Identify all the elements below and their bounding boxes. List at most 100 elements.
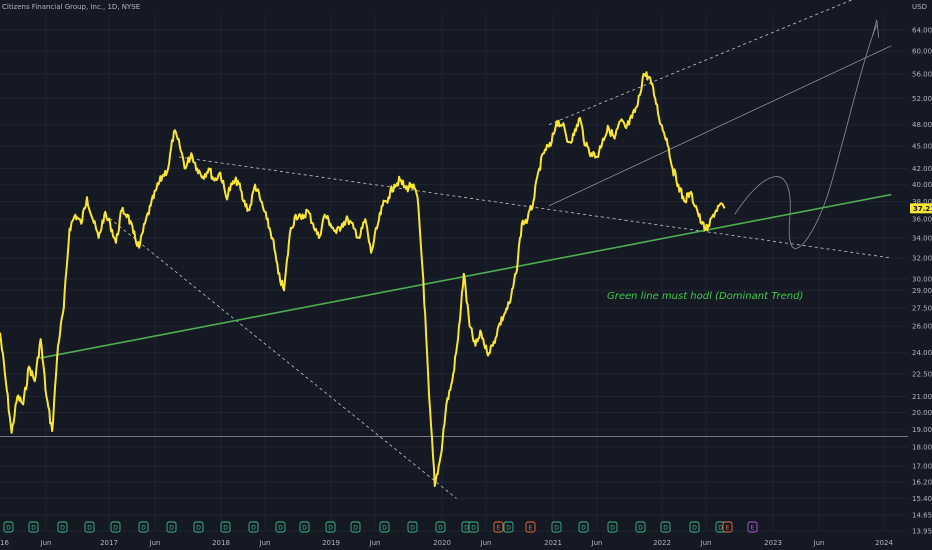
upper-channel-solid bbox=[548, 45, 892, 207]
dividend-marker bbox=[138, 521, 149, 533]
dividend-marker bbox=[28, 521, 39, 533]
event-marker-label: D bbox=[464, 525, 469, 532]
y-tick-label: 27.50 bbox=[912, 304, 932, 312]
y-tick-label: 13.95 bbox=[912, 528, 932, 536]
event-marker-label: D bbox=[141, 525, 146, 532]
grid-layer bbox=[0, 14, 908, 532]
event-marker-label: E bbox=[726, 525, 730, 532]
dividend-marker bbox=[3, 521, 14, 533]
x-tick-label: Jun bbox=[591, 539, 603, 547]
y-tick-label: 21.00 bbox=[912, 393, 932, 401]
event-marker-label: E bbox=[497, 525, 501, 532]
dividend-marker bbox=[220, 521, 231, 533]
y-tick-label: 34.00 bbox=[912, 235, 932, 243]
projection-curve bbox=[734, 24, 878, 249]
event-marker-label: D bbox=[31, 525, 36, 532]
event-marker-label: D bbox=[638, 525, 643, 532]
event-marker-label: D bbox=[554, 525, 559, 532]
price-series-line bbox=[0, 71, 726, 487]
y-tick-label: 42.00 bbox=[912, 165, 932, 173]
event-marker-label: D bbox=[169, 525, 174, 532]
dividend-marker bbox=[660, 521, 671, 533]
y-tick-label: 22.50 bbox=[912, 370, 932, 378]
event-marker-label: D bbox=[6, 525, 11, 532]
x-tick-label: 16 bbox=[0, 539, 9, 547]
x-tick-label: 2021 bbox=[544, 539, 562, 547]
dividend-marker bbox=[248, 521, 259, 533]
y-tick-label: 64.00 bbox=[912, 27, 932, 35]
dividend-marker bbox=[551, 521, 562, 533]
earnings-marker bbox=[493, 521, 504, 533]
axis-layer: 64.00 60.00 56.00 52.00 48.00 45.00 42.00 40.00… bbox=[0, 3, 932, 547]
x-tick-label: 2018 bbox=[212, 539, 230, 547]
x-tick-label: Jun bbox=[149, 539, 161, 547]
event-marker-label: D bbox=[278, 525, 283, 532]
earnings-marker bbox=[747, 521, 758, 533]
dividend-marker bbox=[57, 521, 68, 533]
event-marker-label: D bbox=[251, 525, 256, 532]
y-tick-label: 45.00 bbox=[912, 142, 932, 150]
y-tick-label: 32.00 bbox=[912, 254, 932, 262]
green-dominant-trendline bbox=[40, 193, 892, 359]
event-marker-label: D bbox=[60, 525, 65, 532]
series-layer bbox=[0, 71, 726, 487]
dividend-marker bbox=[299, 521, 310, 533]
dividend-marker bbox=[689, 521, 700, 533]
y-tick-label: 17.00 bbox=[912, 462, 932, 470]
x-tick-label: Jun bbox=[259, 539, 271, 547]
event-marker-label: D bbox=[223, 525, 228, 532]
dividend-marker bbox=[275, 521, 286, 533]
dividend-marker bbox=[607, 521, 618, 533]
x-tick-label: Jun bbox=[700, 539, 712, 547]
projection-arrowhead bbox=[872, 19, 880, 38]
x-tick-label: Jun bbox=[813, 539, 825, 547]
x-tick-label: 2020 bbox=[433, 539, 451, 547]
dividend-marker bbox=[635, 521, 646, 533]
dividend-marker bbox=[84, 521, 95, 533]
descending-dashed-trendline bbox=[178, 156, 892, 259]
dividend-marker bbox=[503, 521, 514, 533]
event-marker-label: D bbox=[471, 525, 476, 532]
event-marker-label: D bbox=[438, 525, 443, 532]
y-tick-label: 52.00 bbox=[912, 95, 932, 103]
x-tick-label: Jun bbox=[369, 539, 381, 547]
y-tick-label: 36.00 bbox=[912, 216, 932, 224]
event-marker-label: D bbox=[113, 525, 118, 532]
y-tick-label: 48.00 bbox=[912, 121, 932, 129]
x-tick-label: 2024 bbox=[875, 539, 893, 547]
left-dashed-trendline bbox=[104, 214, 457, 499]
event-marker-label: D bbox=[581, 525, 586, 532]
last-price-label: 37.21 bbox=[913, 205, 932, 213]
x-tick-label: Jun bbox=[480, 539, 492, 547]
dividend-marker bbox=[110, 521, 121, 533]
dividend-marker bbox=[379, 521, 390, 533]
y-tick-label: 40.00 bbox=[912, 181, 932, 189]
dividend-marker bbox=[166, 521, 177, 533]
event-marker-label: D bbox=[302, 525, 307, 532]
event-marker-label: D bbox=[87, 525, 92, 532]
event-marker-label: E bbox=[529, 525, 533, 532]
dividend-marker bbox=[325, 521, 336, 533]
upper-channel-dashed bbox=[548, 0, 853, 125]
y-tick-label: 60.00 bbox=[912, 48, 932, 56]
y-tick-label: 19.00 bbox=[912, 426, 932, 434]
dividend-marker bbox=[407, 521, 418, 533]
x-tick-label: Jun bbox=[40, 539, 52, 547]
drawings-layer bbox=[0, 0, 908, 499]
event-marker-label: E bbox=[751, 525, 755, 532]
event-marker-label: D bbox=[610, 525, 615, 532]
annotation-layer: Green line must hodl (Dominant Trend) bbox=[607, 291, 803, 302]
y-tick-label: 24.00 bbox=[912, 349, 932, 357]
y-tick-label: 20.00 bbox=[912, 409, 932, 417]
event-marker-label: D bbox=[353, 525, 358, 532]
dividend-marker bbox=[350, 521, 361, 533]
event-marker-label: D bbox=[506, 525, 511, 532]
dividend-marker bbox=[435, 521, 446, 533]
trend-annotation: Green line must hodl (Dominant Trend) bbox=[607, 291, 803, 302]
event-marker-label: D bbox=[410, 525, 415, 532]
y-tick-label: 14.65 bbox=[912, 511, 932, 519]
dividend-marker bbox=[193, 521, 204, 533]
y-tick-label: 29.00 bbox=[912, 287, 932, 295]
